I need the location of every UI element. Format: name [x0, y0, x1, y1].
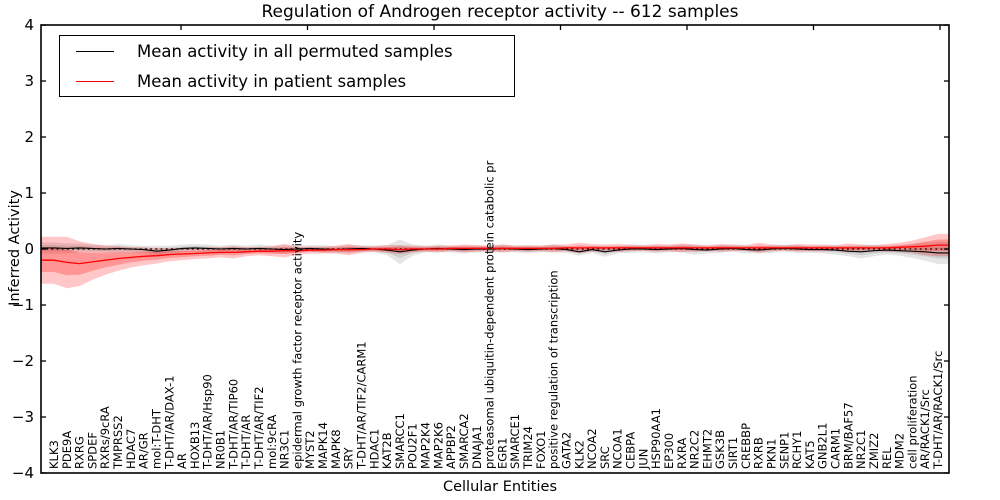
category-label: KLK3 — [47, 440, 61, 469]
category-label: T-DHT/AR/DAX-1 — [162, 375, 176, 470]
category-label: T-DHT/AR/Hsp90 — [201, 374, 215, 470]
category-label: REL — [880, 447, 894, 469]
category-label: SPDEF — [85, 432, 99, 469]
category-label: ZMIZ2 — [867, 433, 881, 469]
category-label: FOXO1 — [534, 431, 548, 469]
category-label: MAP2K6 — [431, 422, 445, 469]
x-axis-label: Cellular Entities — [442, 479, 558, 495]
category-label: POU2F1 — [406, 423, 420, 469]
y-tick-label: 3 — [24, 72, 34, 90]
category-label: T-DHT/AR/RACK1/Src — [931, 351, 945, 470]
category-label: KAT2B — [380, 432, 394, 469]
y-tick-label: −2 — [12, 352, 34, 370]
category-label: APPBP2 — [444, 425, 458, 469]
y-tick-label: 2 — [24, 128, 34, 146]
category-label: EGR1 — [495, 438, 509, 470]
chart-title: Regulation of Androgen receptor activity… — [261, 2, 739, 22]
category-label: CREBBP — [739, 423, 753, 469]
y-tick-label: 4 — [24, 16, 34, 34]
category-label: JUN — [636, 449, 650, 470]
category-label: RXRA — [675, 438, 689, 469]
category-label: EHMT2 — [700, 429, 714, 469]
category-label: MAPK8 — [329, 429, 343, 469]
category-label: AR — [175, 453, 189, 469]
y-tick-label: −4 — [12, 464, 34, 482]
legend: Mean activity in all permuted samples Me… — [59, 35, 515, 97]
category-label: T-DHT/AR/TIF2/CARM1 — [355, 341, 369, 470]
category-label: SMARCC1 — [393, 413, 407, 469]
category-label: RCHY1 — [790, 431, 804, 469]
category-label: NR0B1 — [214, 430, 228, 469]
category-label: positive regulation of transcription — [547, 270, 561, 469]
category-label: cell proliferation — [905, 375, 919, 469]
category-label: AR/RACK1/Src — [918, 389, 932, 469]
category-label: PKN1 — [764, 439, 778, 469]
category-label: DNAJA1 — [470, 425, 484, 469]
category-label: MYST2 — [303, 430, 317, 469]
category-label: MAP2K4 — [419, 422, 433, 469]
category-label: SMARCA2 — [457, 413, 471, 469]
category-label: TRIM24 — [521, 426, 535, 470]
category-label: NR2C1 — [854, 430, 868, 469]
category-label: GNB2L1 — [816, 423, 830, 469]
category-label: PDE9A — [60, 431, 74, 469]
category-label: GATA2 — [560, 432, 574, 469]
category-label: KAT5 — [803, 440, 817, 469]
permuted-line-swatch — [76, 50, 114, 52]
category-label: RXRB — [752, 437, 766, 469]
permuted-confidence-band-outer — [41, 239, 949, 265]
category-label: SRY — [342, 446, 356, 469]
category-label: NR3C1 — [278, 430, 292, 469]
category-label: HSP90AA1 — [649, 408, 663, 469]
y-tick-label: −1 — [12, 296, 34, 314]
category-label: SMARCE1 — [508, 414, 522, 469]
category-label: CEBPA — [624, 432, 638, 469]
category-label: GSK3B — [713, 430, 727, 469]
category-label: SRC — [598, 446, 612, 469]
category-label: KLK2 — [572, 440, 586, 469]
category-label: mol:T-DHT — [150, 408, 164, 469]
category-label: HOXB13 — [188, 422, 202, 469]
category-label: AR/GR — [137, 432, 151, 469]
category-label: NR2C2 — [688, 430, 702, 469]
y-tick-label: 0 — [24, 240, 34, 258]
category-label: T-DHT/AR — [239, 415, 253, 470]
category-label: BRM/BAF57 — [841, 402, 855, 469]
legend-label-permuted: Mean activity in all permuted samples — [137, 41, 453, 61]
legend-item-patient: Mean activity in patient samples — [60, 69, 514, 94]
legend-item-permuted: Mean activity in all permuted samples — [60, 39, 514, 64]
legend-label-patient: Mean activity in patient samples — [137, 71, 407, 91]
y-tick-label: −3 — [12, 408, 34, 426]
patient-mean-line — [41, 244, 949, 265]
category-label: EP300 — [662, 433, 676, 469]
category-label: RXRs/9cRA — [98, 406, 112, 469]
category-label: HDAC7 — [124, 429, 138, 469]
category-label: mol:9cRA — [265, 415, 279, 469]
y-axis-label: Inferred Activity — [7, 190, 23, 306]
category-label: SIRT1 — [726, 437, 740, 469]
category-label: TMPRSS2 — [111, 415, 125, 470]
category-label: T-DHT/AR/TIP60 — [226, 379, 240, 470]
category-label: NCOA1 — [611, 428, 625, 469]
category-label: epidermal growth factor receptor activit… — [290, 232, 304, 469]
category-label: proteasomal ubiquitin-dependent protein … — [483, 160, 497, 469]
category-label: SENP1 — [777, 432, 791, 469]
category-label: T-DHT/AR/TIF2 — [252, 386, 266, 470]
category-label: MDM2 — [893, 433, 907, 469]
category-label: CARM1 — [829, 428, 843, 469]
category-label: NCOA2 — [585, 428, 599, 469]
category-label: RXRG — [73, 436, 87, 469]
y-tick-label: 1 — [24, 184, 34, 202]
category-label: MAPK14 — [316, 422, 330, 469]
patient-line-swatch — [76, 80, 114, 82]
category-label: HDAC1 — [367, 429, 381, 469]
